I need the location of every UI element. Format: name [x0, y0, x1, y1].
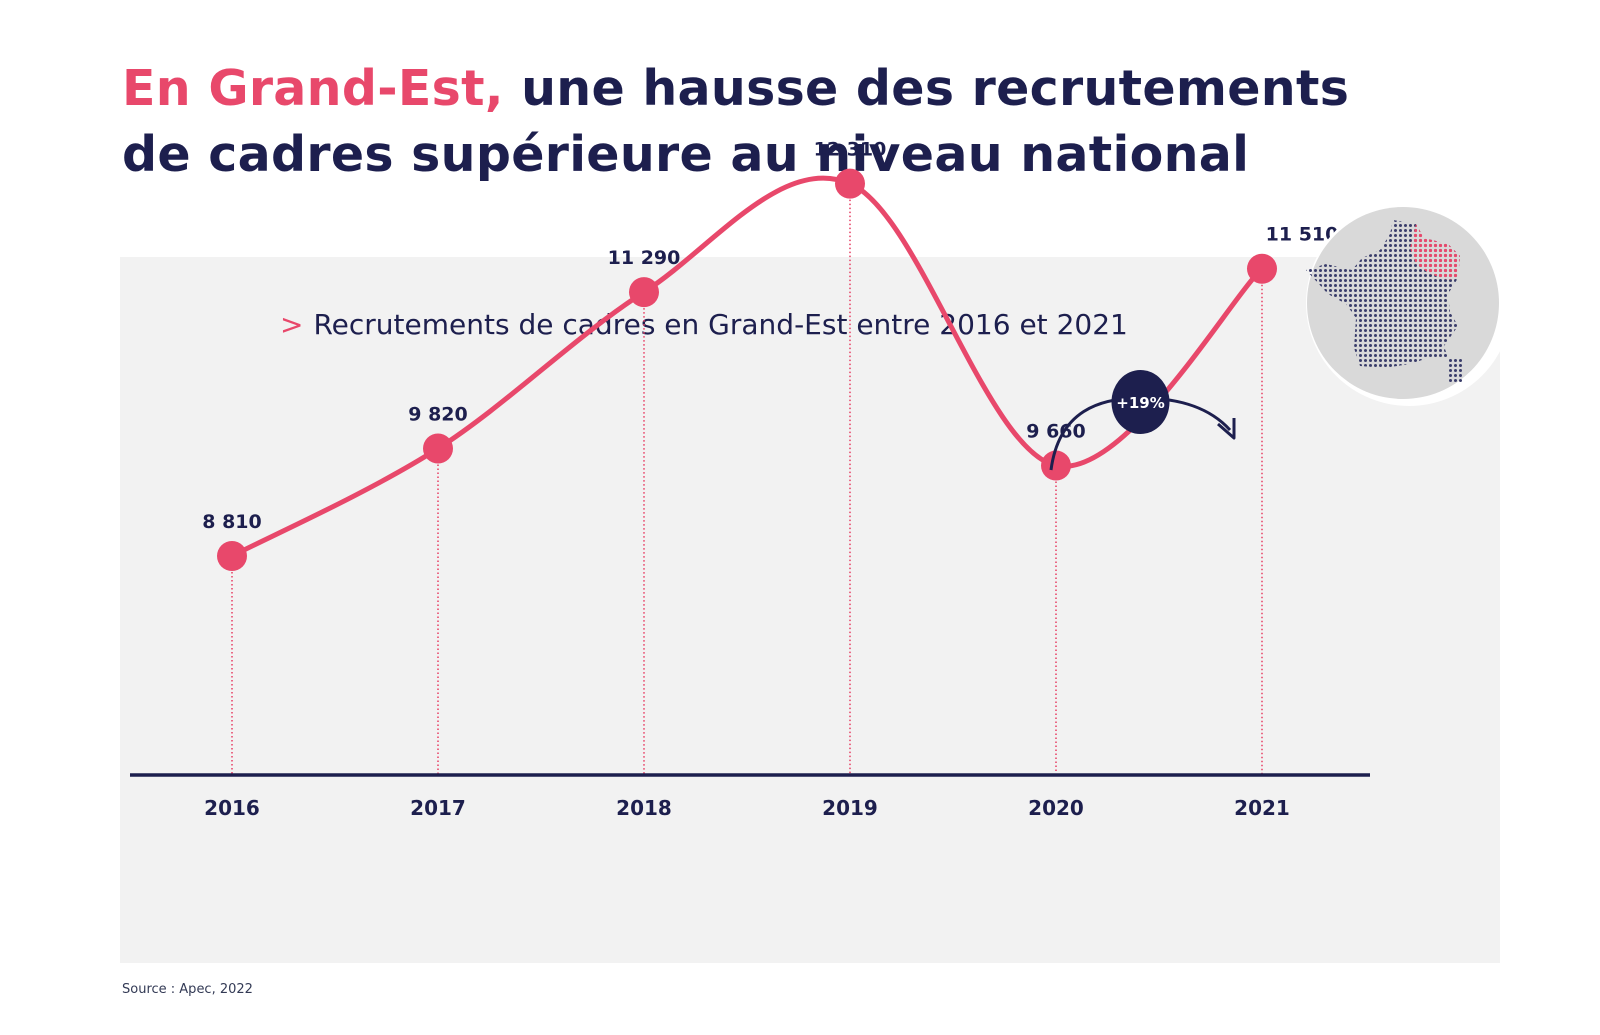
- data-label-2017: 9 820: [408, 404, 468, 426]
- growth-badge-text: +19%: [1116, 394, 1164, 412]
- headline-rest: une hausse des recrutements de cadres su…: [122, 60, 1350, 183]
- arrowhead-icon: [1217, 418, 1236, 440]
- data-point-2017: [423, 433, 453, 464]
- chevron-right-icon: >: [280, 308, 304, 341]
- tick-label-2021: 2021: [1234, 796, 1290, 820]
- data-point-2018: [629, 277, 659, 308]
- data-label-2020: 9 660: [1026, 421, 1086, 443]
- tick-label-2019: 2019: [822, 796, 878, 820]
- headline: En Grand-Est, une hausse des recrutement…: [122, 56, 1422, 188]
- headline-accent: En Grand-Est,: [122, 60, 504, 117]
- france-map-icon: [1306, 200, 1512, 406]
- chart-title: > Recrutements de cadres en Grand-Est ent…: [280, 308, 1128, 341]
- data-point-2016: [217, 541, 247, 571]
- data-label-2018: 11 290: [608, 247, 681, 269]
- source-note: Source : Apec, 2022: [122, 982, 253, 997]
- tick-label-2020: 2020: [1028, 796, 1084, 820]
- chart-title-text: Recrutements de cadres en Grand-Est entr…: [313, 308, 1128, 341]
- data-label-2021: 11 510: [1266, 224, 1339, 246]
- data-label-2019: 12 310: [814, 139, 887, 161]
- tick-label-2016: 2016: [204, 796, 260, 820]
- data-label-2016: 8 810: [202, 511, 262, 533]
- data-point-2020: [1041, 450, 1071, 481]
- data-point-2021: [1247, 253, 1277, 284]
- tick-label-2018: 2018: [616, 796, 672, 820]
- chart-panel: [120, 257, 1500, 963]
- data-point-2019: [835, 168, 865, 199]
- tick-label-2017: 2017: [410, 796, 466, 820]
- series-line: [229, 175, 1265, 559]
- growth-badge: [1111, 370, 1170, 434]
